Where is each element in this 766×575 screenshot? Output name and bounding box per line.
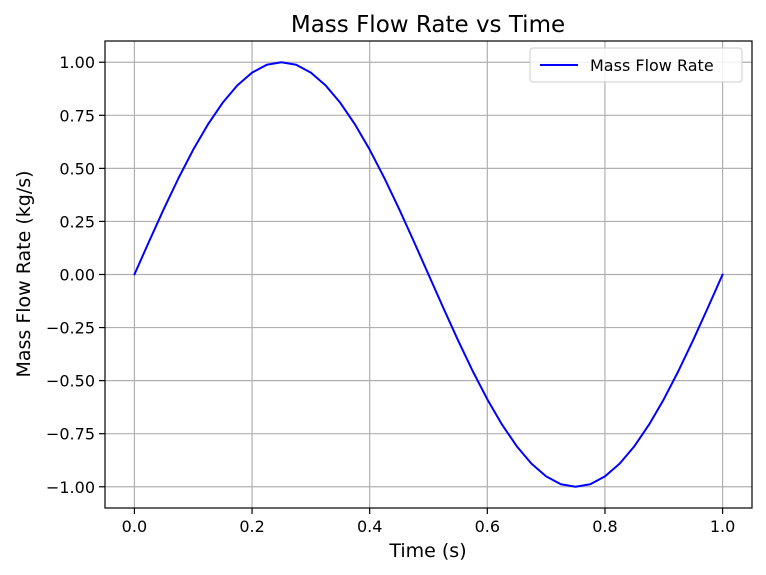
y-tick-label: −0.75 [46,425,95,444]
legend: Mass Flow Rate [529,47,743,83]
y-tick-label: 0.75 [59,106,95,125]
series-layer [133,61,724,488]
series-line-mass-flow-rate [133,61,724,488]
y-tick-label: −0.25 [46,319,95,338]
y-tick-label: 0.25 [59,212,95,231]
legend-label-mass-flow-rate: Mass Flow Rate [590,56,714,75]
legend-box [529,47,743,83]
y-tick-label: −0.50 [46,372,95,391]
y-tick-label: 0.50 [59,159,95,178]
y-tick-label: −1.00 [46,478,95,497]
x-tick-label: 0.2 [239,517,264,536]
x-tick-label: 1.0 [710,517,735,536]
x-tick-label: 0.8 [592,517,617,536]
x-tick-label: 0.0 [122,517,147,536]
x-axis-label: Time (s) [388,540,466,562]
plot-frame [104,40,753,509]
tick-layer: 0.0 0.2 0.4 0.6 0.8 1.0 1.00 0.75 0.50 0.25 0.00 −0… [46,53,735,536]
y-tick-label: 1.00 [59,53,95,72]
y-tick-label: 0.00 [59,266,95,285]
x-tick-label: 0.4 [357,517,382,536]
x-tick-label: 0.6 [475,517,500,536]
chart-title: Mass Flow Rate vs Time [291,12,565,38]
y-axis-label: Mass Flow Rate (kg/s) [13,170,35,377]
